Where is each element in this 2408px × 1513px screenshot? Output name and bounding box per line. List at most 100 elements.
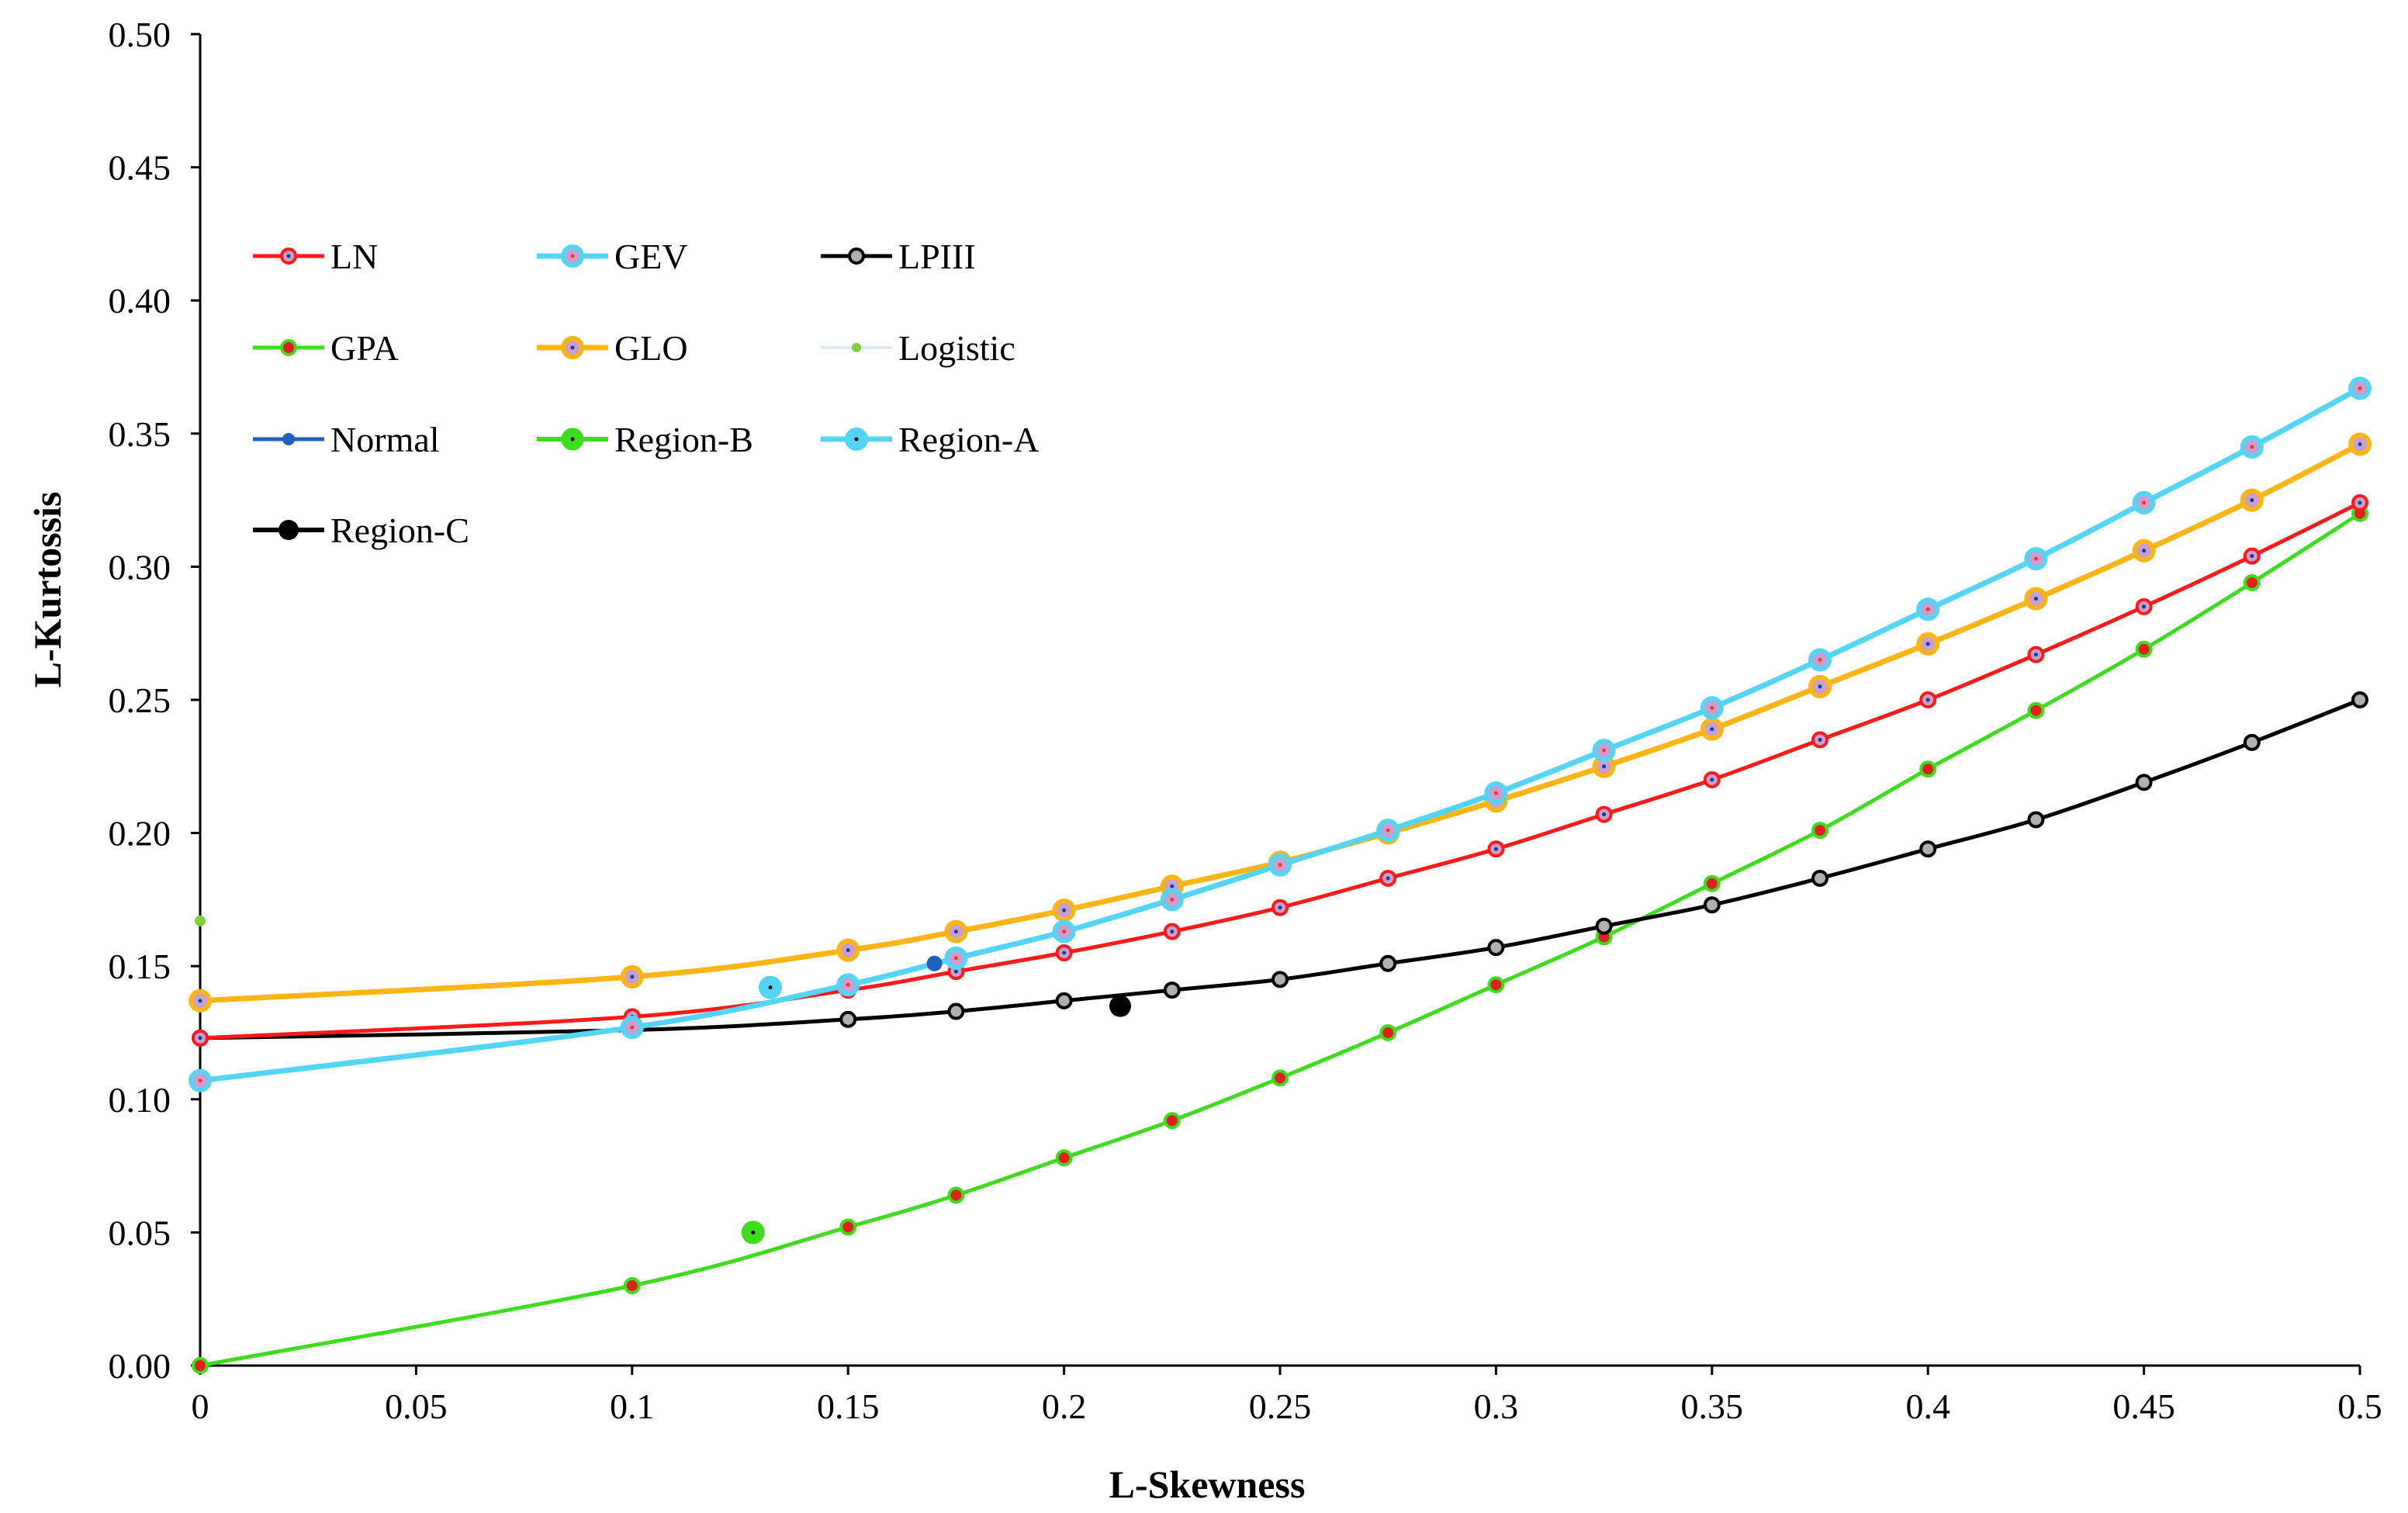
series-lpiii (192, 691, 2368, 1047)
legend-label: LN (330, 237, 378, 276)
data-point-region-c (1109, 995, 1131, 1017)
data-point-lpiii (1271, 971, 1289, 988)
legend-item-glo: GLO (537, 328, 688, 368)
data-point-lpiii (1595, 917, 1613, 935)
data-point-center-glo (198, 999, 202, 1003)
data-point-lpiii (1487, 939, 1505, 957)
legend-label: Normal (330, 420, 440, 459)
y-axis-title: L-Kurtossis (26, 492, 69, 688)
x-tick-label: 0.3 (1474, 1387, 1519, 1426)
data-point-lpiii (1379, 954, 1397, 972)
data-point-center-ln (1386, 876, 1390, 881)
data-point-center-ln (198, 1036, 202, 1040)
x-tick-label: 0.5 (2337, 1387, 2382, 1426)
data-point-center-ln (1062, 950, 1067, 955)
data-point-normal (926, 955, 943, 971)
legend-swatch-marker (282, 433, 295, 445)
data-point-center-gev (198, 1078, 202, 1083)
data-point-center-glo (2033, 597, 2038, 601)
x-tick-label: 0.1 (610, 1387, 655, 1426)
legend-swatch-marker (280, 339, 297, 356)
data-point-center-ln (1602, 812, 1607, 817)
x-tick-label: 0.35 (1681, 1387, 1744, 1426)
data-point-center-ln (2358, 500, 2362, 505)
legend-item-normal: Normal (253, 420, 440, 459)
legend-item-gev: GEV (537, 237, 688, 276)
legend-item-region-b: Region-B (537, 420, 753, 459)
data-point-lpiii (1919, 840, 1937, 858)
data-point-logistic (195, 915, 206, 926)
x-tick-label: 0.2 (1042, 1387, 1087, 1426)
series-layer (189, 376, 2372, 1374)
series-normal (926, 955, 943, 971)
legend-swatch-center (286, 254, 291, 258)
data-point-lpiii (947, 1002, 965, 1020)
data-point-gpa (2027, 701, 2045, 719)
data-point-lpiii (2135, 774, 2153, 791)
series-line-gev (199, 386, 2361, 1084)
series-region-a (758, 975, 782, 999)
y-tick-label: 0.35 (109, 414, 171, 454)
series-region-c (1109, 995, 1131, 1017)
data-point-center-ln (1925, 698, 1930, 702)
series-gev (189, 376, 2372, 1092)
series-line-ln (199, 500, 2361, 1040)
data-point-center-gev (2033, 556, 2038, 561)
data-point-lpiii (1703, 896, 1721, 914)
data-point-center-glo (630, 975, 635, 979)
data-point-lpiii (2351, 691, 2368, 708)
data-point-center-gev (1493, 791, 1498, 795)
legend-label: Region-C (330, 511, 469, 550)
data-point-gpa (2243, 573, 2261, 591)
data-point-center-glo (2250, 498, 2254, 503)
data-point-center-gev (2250, 445, 2254, 449)
data-point-center-gev (1710, 705, 1714, 710)
data-point-center-gev (1925, 607, 1930, 611)
data-point-center-gev (953, 956, 958, 961)
x-tick-label: 0.05 (385, 1387, 448, 1426)
data-point-center-glo (1062, 908, 1067, 912)
data-point-center-ln (1493, 847, 1498, 851)
legend-swatch-center (570, 254, 575, 258)
y-tick-label: 0.20 (109, 814, 171, 853)
y-tick-label: 0.45 (109, 148, 171, 188)
axes (199, 34, 2360, 1367)
data-point-gpa (1919, 760, 1937, 778)
legend-label: GEV (614, 237, 688, 276)
data-point-lpiii (839, 1010, 857, 1028)
data-point-center-gev (1386, 828, 1390, 833)
data-point-gpa (1487, 976, 1505, 994)
y-tick-label: 0.10 (109, 1080, 171, 1120)
y-tick-label: 0.40 (109, 281, 171, 320)
data-point-center-gev (1602, 748, 1607, 753)
series-gpa (192, 504, 2368, 1374)
legend-swatch-marker (279, 520, 299, 540)
series-region-b (741, 1220, 765, 1245)
legend-swatch-center (570, 437, 575, 441)
series-line-lpiii (199, 698, 2361, 1040)
y-tick-label: 0.15 (109, 947, 171, 986)
data-point-gpa (1271, 1069, 1289, 1087)
legend-label: GPA (330, 328, 399, 368)
data-point-center-gev (2142, 500, 2147, 505)
data-point-center-glo (2142, 549, 2147, 553)
data-point-center-gev (1818, 658, 1822, 663)
series-line-glo (199, 441, 2361, 1004)
legend-item-ln: LN (253, 237, 378, 276)
legend-swatch-center (854, 437, 859, 441)
data-point-lpiii (1163, 982, 1181, 999)
data-point-gpa (192, 1357, 209, 1374)
legend-item-logistic: Logistic (821, 328, 1015, 368)
data-point-gpa (839, 1218, 857, 1236)
legend-label: LPIII (898, 237, 976, 276)
data-point-center-gev (1170, 897, 1175, 902)
x-tick-label: 0.45 (2112, 1387, 2175, 1426)
legend: LN GEV LPIII GPA GLO Logistic Normal Region-B Re… (253, 237, 1039, 550)
data-point-center-glo (2358, 442, 2362, 447)
data-point-gpa (1703, 874, 1721, 892)
series-glo (189, 432, 2372, 1013)
y-tick-label: 0.25 (109, 680, 171, 720)
data-point-center-region-a (768, 985, 773, 990)
y-tick-label: 0.30 (109, 547, 171, 587)
